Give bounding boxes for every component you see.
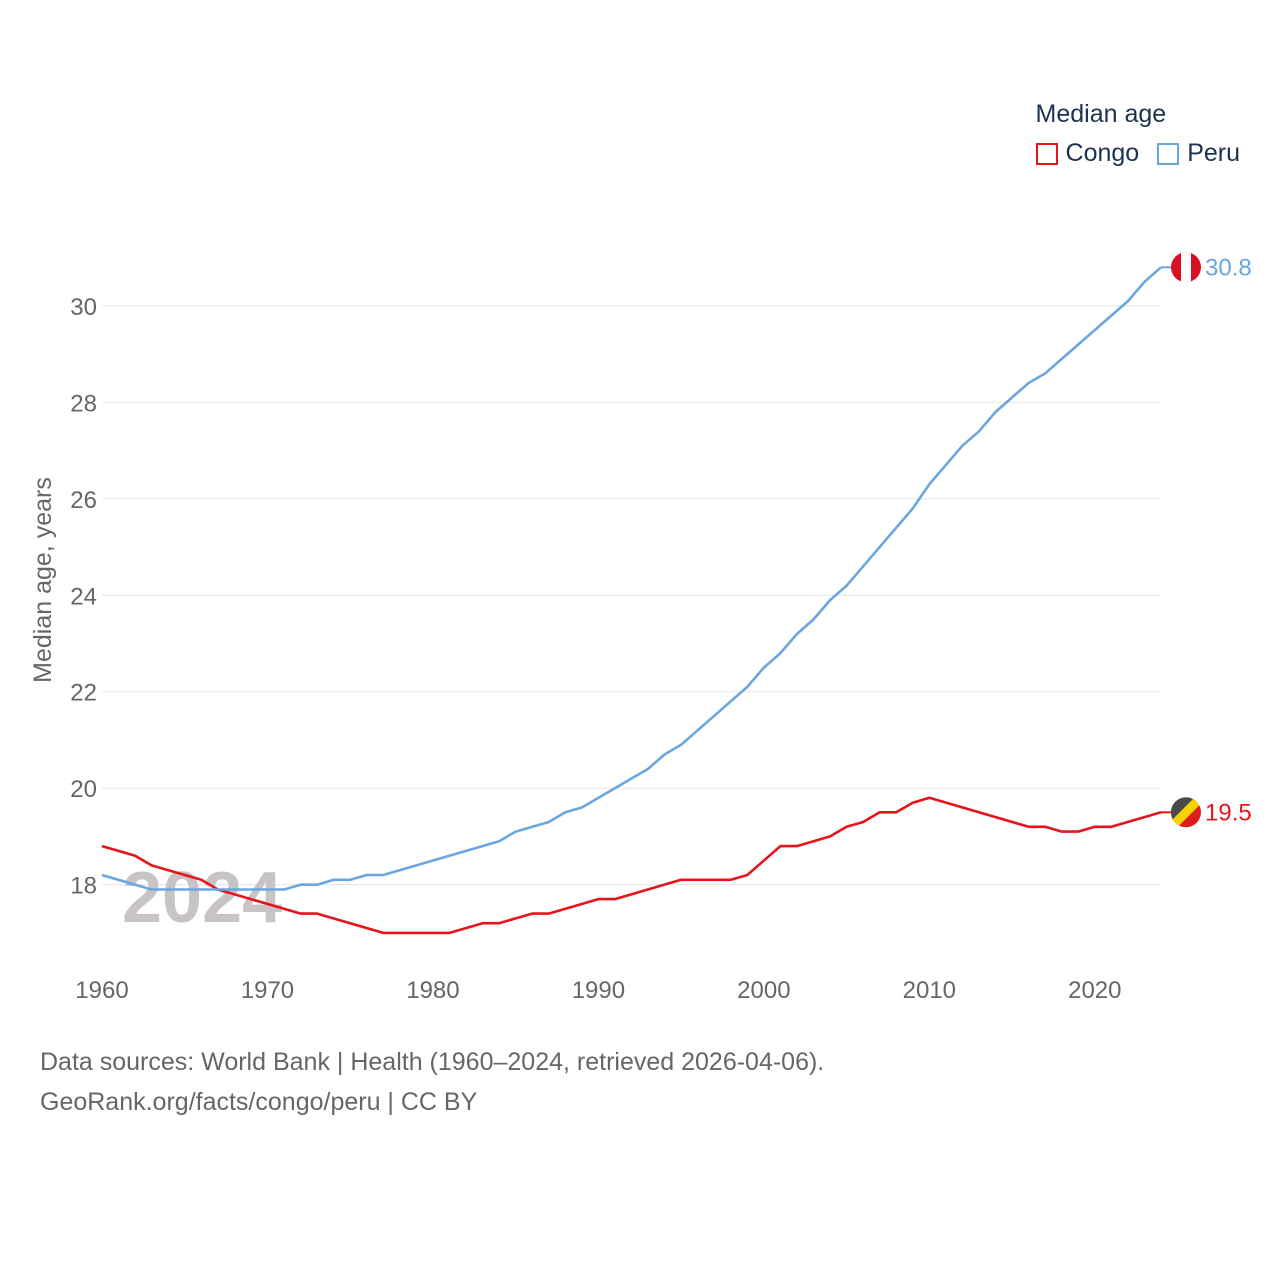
end-label-peru: 30.8 [1205, 254, 1252, 281]
y-tick-label-20: 20 [70, 776, 97, 803]
source-note: Data sources: World Bank | Health (1960–… [40, 1042, 824, 1122]
congo-flag-icon [1171, 797, 1201, 828]
x-tick-label-2020: 2020 [1068, 977, 1121, 1004]
legend: Median age Congo Peru [1035, 100, 1240, 168]
source-line-2[interactable]: GeoRank.org/facts/congo/peru | CC BY [40, 1088, 478, 1116]
y-tick-label-28: 28 [70, 390, 97, 417]
y-tick-label-18: 18 [70, 873, 97, 900]
legend-label-congo: Congo [1065, 139, 1140, 167]
x-tick-label-2010: 2010 [903, 977, 956, 1004]
x-tick-label-1970: 1970 [241, 977, 294, 1004]
end-label-congo: 19.5 [1205, 799, 1252, 826]
y-axis-title: Median age, years [29, 477, 57, 683]
end-labels: 19.5 30.8 [1161, 252, 1252, 828]
legend-label-peru: Peru [1187, 139, 1240, 167]
y-tick-label-24: 24 [70, 583, 97, 610]
x-tick-label-1980: 1980 [406, 977, 459, 1004]
y-tick-label-26: 26 [70, 487, 97, 514]
series-lines [101, 266, 1162, 935]
legend-title: Median age [1035, 100, 1167, 128]
x-tick-label-1990: 1990 [572, 977, 625, 1004]
gridlines [102, 305, 1161, 886]
legend-swatch-peru [1157, 142, 1180, 165]
y-tick-label-22: 22 [70, 680, 97, 707]
peru-flag-icon [1171, 252, 1201, 283]
x-tick-label-2000: 2000 [737, 977, 790, 1004]
y-tick-label-30: 30 [70, 294, 97, 321]
axes: 18 20 22 24 26 28 30 1960 1970 1980 1990 2000 2010 20… [70, 294, 1121, 1004]
x-tick-label-1960: 1960 [75, 977, 128, 1004]
source-line-1: Data sources: World Bank | Health (1960–… [40, 1048, 825, 1076]
legend-item-congo[interactable]: Congo [1035, 139, 1140, 168]
year-watermark: 2024 [122, 858, 282, 938]
series-line-peru [101, 266, 1162, 891]
legend-swatch-congo [1035, 142, 1058, 165]
legend-item-peru[interactable]: Peru [1157, 139, 1240, 168]
series-line-congo [101, 796, 1162, 935]
